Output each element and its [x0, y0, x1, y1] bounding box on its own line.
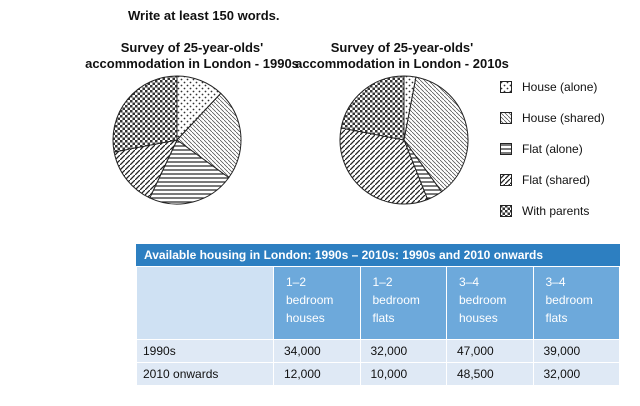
table-column-header: 1–2 bedroom flats: [359, 266, 447, 340]
legend-label: House (shared): [522, 111, 605, 125]
instruction-text: Write at least 150 words.: [128, 8, 280, 23]
column-header-line: 3–4: [459, 275, 480, 289]
table-column-header: 1–2 bedroom houses: [273, 266, 361, 340]
legend-swatch: [500, 143, 512, 155]
pie-1990s-slice-flat-shared: [113, 139, 178, 199]
table-cell: 39,000: [532, 339, 620, 363]
legend-swatch: [500, 112, 512, 124]
column-header-line: houses: [459, 311, 498, 325]
column-header-line: bedroom: [286, 293, 334, 307]
table-cell: 32,000: [359, 339, 447, 363]
column-header-line: bedroom: [372, 293, 420, 307]
pie-1990s-slice-with-parents: [112, 75, 178, 153]
table-row: 2010 onwards 12,000 10,000 48,500 32,000: [136, 362, 620, 386]
pie-1990s-title: Survey of 25-year-olds' accommodation in…: [72, 40, 312, 72]
pie-1990s-title-line-1: Survey of 25-year-olds': [120, 40, 264, 55]
table-column-header: 3–4 bedroom houses: [446, 266, 534, 340]
table-cell: 10,000: [359, 362, 447, 386]
table-title: Available housing in London: 1990s – 201…: [136, 244, 620, 266]
pie-2010s: [339, 75, 469, 205]
pie-2010s-title-line-2: accommodation in London - 2010s: [295, 56, 509, 71]
column-header-line: 1–2: [372, 275, 393, 289]
table-cell: 12,000: [273, 362, 361, 386]
table-column-header: 3–4 bedroom flats: [532, 266, 620, 340]
table-cell: 34,000: [273, 339, 361, 363]
column-header-line: 3–4: [545, 275, 566, 289]
legend-label: Flat (shared): [522, 173, 591, 187]
legend-label: With parents: [522, 204, 590, 218]
table-cell: 32,000: [532, 362, 620, 386]
pie-2010s-slice-flat-shared: [339, 127, 429, 205]
table-row: 1990s 34,000 32,000 47,000 39,000: [136, 339, 620, 363]
table-header-row: 1–2 bedroom houses 1–2 bedroom flats 3–4 bedroo…: [136, 266, 620, 340]
pie-1990s: [112, 75, 242, 205]
column-header-line: flats: [545, 311, 568, 325]
table-row-label: 2010 onwards: [136, 362, 274, 386]
legend-label: House (alone): [522, 80, 598, 94]
column-header-line: bedroom: [459, 293, 507, 307]
column-header-line: 1–2: [286, 275, 307, 289]
column-header-line: flats: [372, 311, 395, 325]
column-header-line: bedroom: [545, 293, 593, 307]
legend-label: Flat (alone): [522, 142, 583, 156]
column-header-line: houses: [286, 311, 325, 325]
table-row-label: 1990s: [136, 339, 274, 363]
pie-1990s-slice-house-shared: [176, 92, 242, 179]
pie-2010s-slice-house-shared: [403, 76, 469, 193]
legend-swatch: [500, 205, 512, 217]
legend-swatch: [500, 81, 512, 93]
table-cell: 47,000: [446, 339, 534, 363]
table-body: 1990s 34,000 32,000 47,000 39,000 2010 onward…: [136, 339, 620, 386]
table-header-blank: [136, 266, 274, 340]
pie-2010s-title-line-1: Survey of 25-year-olds': [330, 40, 474, 55]
pie-2010s-title: Survey of 25-year-olds' accommodation in…: [284, 40, 520, 72]
legend-swatch: [500, 174, 512, 186]
pie-2010s-slice-with-parents: [340, 75, 405, 141]
housing-table: Available housing in London: 1990s – 201…: [136, 244, 620, 386]
pie-1990s-title-line-2: accommodation in London - 1990s: [85, 56, 299, 71]
table-cell: 48,500: [446, 362, 534, 386]
